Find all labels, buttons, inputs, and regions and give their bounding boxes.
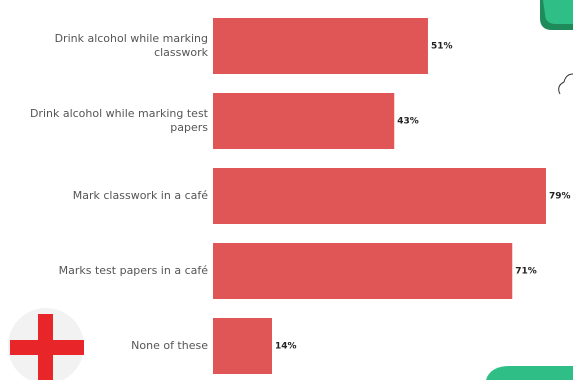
value-label: 51%: [431, 42, 453, 52]
decoration-doodle: [558, 73, 573, 95]
value-label: 43%: [397, 117, 419, 127]
category-label: None of these: [131, 339, 208, 352]
bar: [213, 168, 546, 224]
bar: [213, 93, 395, 149]
bar: [213, 18, 428, 74]
decoration-green-top-inner: [543, 0, 573, 24]
value-label: 14%: [275, 342, 297, 352]
category-label: Drink alcohol while marking test papers: [29, 107, 208, 134]
value-label: 79%: [549, 192, 571, 202]
bar: [213, 243, 513, 299]
category-label: Drink alcohol while marking classwork: [54, 32, 208, 59]
decoration-green-bottom: [486, 366, 573, 380]
category-label: Marks test papers in a café: [58, 264, 208, 277]
decoration-cross-h: [10, 340, 84, 355]
bar: [213, 318, 273, 374]
category-label: Mark classwork in a café: [72, 189, 208, 202]
value-label: 71%: [515, 267, 537, 277]
